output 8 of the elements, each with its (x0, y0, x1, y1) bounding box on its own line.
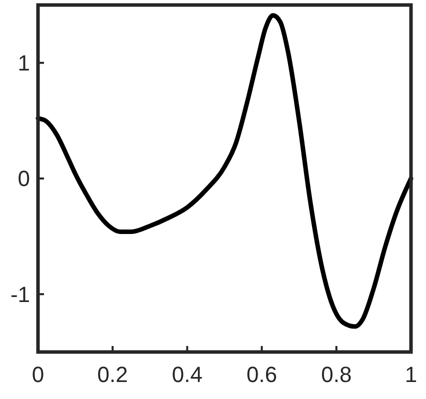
x-tick-label: 0.4 (172, 362, 202, 387)
x-tick-label: 0.8 (321, 362, 352, 387)
x-tick-label: 0.2 (97, 362, 128, 387)
x-tick-label: 0.6 (246, 362, 278, 387)
y-tick-label: -1 (10, 282, 30, 307)
y-tick-label: 1 (18, 50, 30, 76)
y-tick-label: 0 (18, 166, 30, 192)
x-tick-label: 1 (404, 362, 418, 387)
